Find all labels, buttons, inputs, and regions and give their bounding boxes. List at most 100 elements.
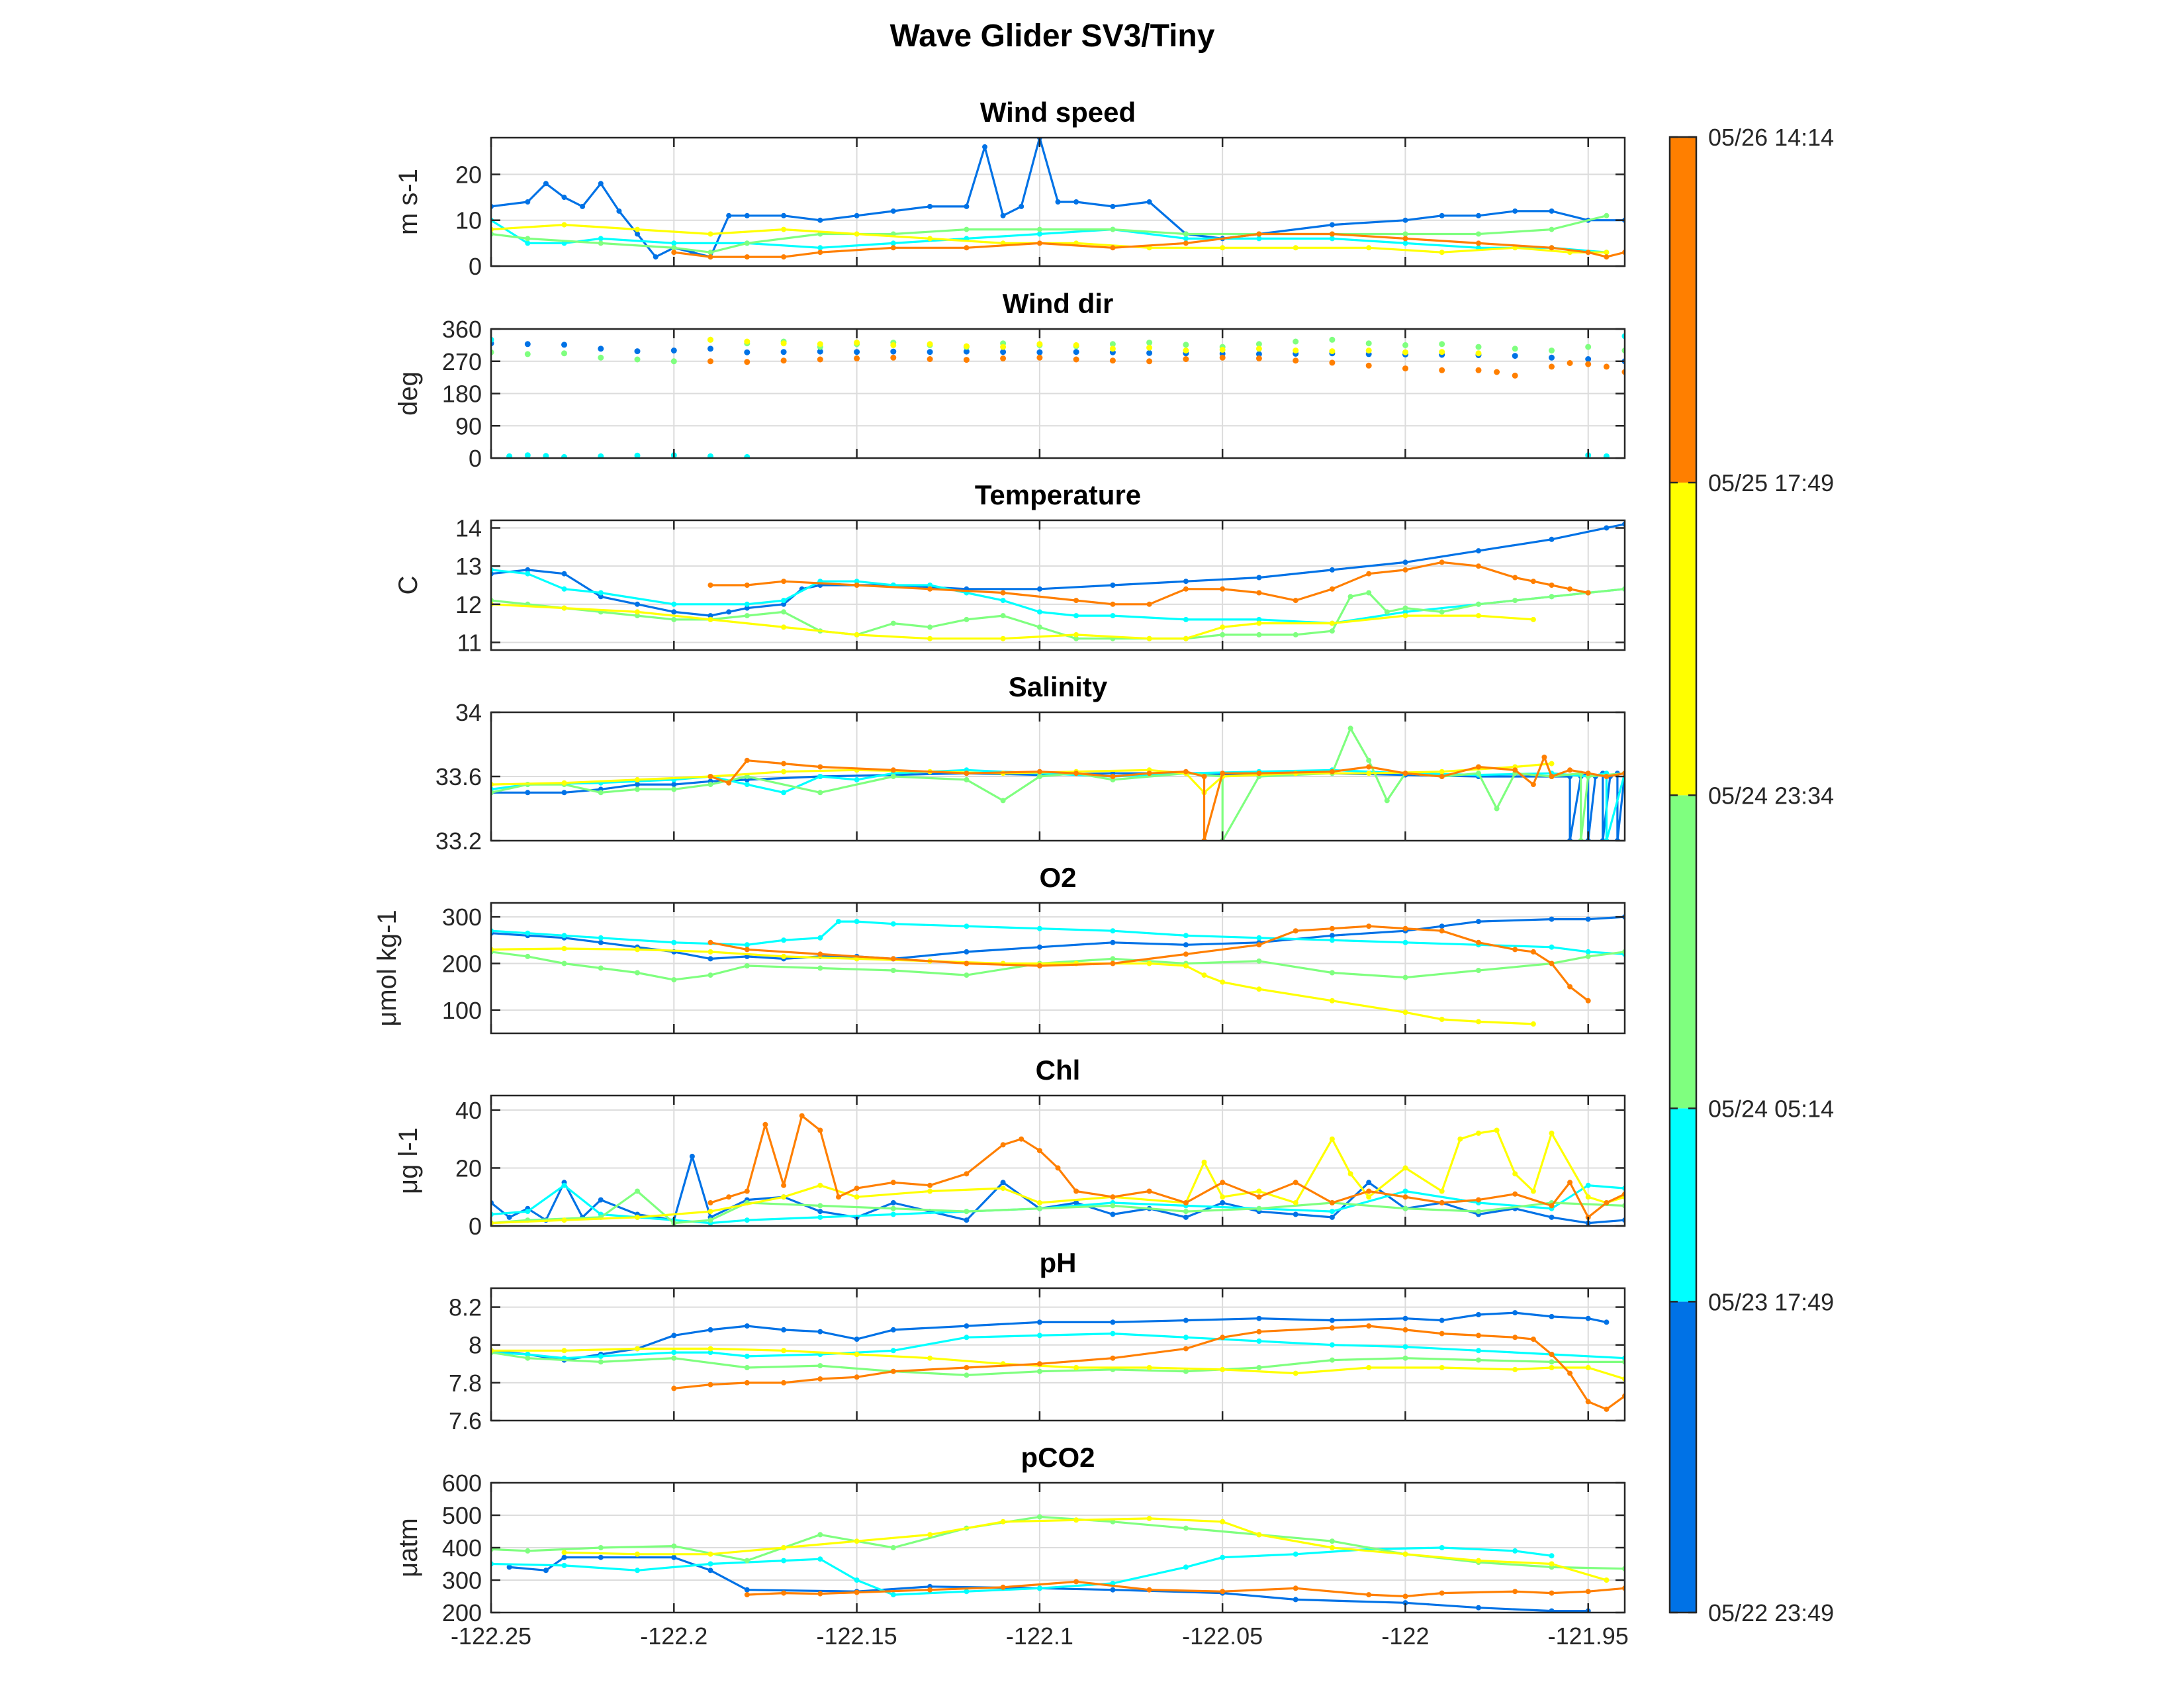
data-point bbox=[707, 972, 713, 978]
colorbar: 05/22 23:49 05/23 17:49 05/24 05:14 05/24 2… bbox=[1668, 124, 1834, 1626]
data-point bbox=[1549, 1359, 1555, 1365]
data-point bbox=[707, 1561, 713, 1567]
data-point bbox=[1183, 342, 1189, 348]
y-tick-label: 180 bbox=[442, 381, 482, 408]
data-point bbox=[890, 342, 897, 348]
data-point bbox=[1183, 1346, 1189, 1352]
data-point bbox=[707, 1200, 713, 1205]
data-point bbox=[744, 963, 750, 968]
data-point bbox=[1366, 1365, 1372, 1370]
data-point bbox=[598, 1353, 604, 1359]
data-point bbox=[1220, 1194, 1226, 1200]
data-point bbox=[1109, 341, 1116, 348]
data-point bbox=[598, 939, 604, 945]
data-point bbox=[1256, 771, 1262, 776]
data-point bbox=[1512, 767, 1518, 773]
data-point bbox=[1109, 357, 1116, 364]
data-point bbox=[781, 1558, 787, 1564]
data-point bbox=[1293, 928, 1298, 934]
data-point bbox=[1329, 937, 1335, 943]
data-point bbox=[890, 1180, 896, 1186]
data-point bbox=[707, 774, 713, 779]
data-point bbox=[781, 953, 787, 959]
data-point bbox=[963, 357, 970, 363]
data-point bbox=[1183, 1564, 1189, 1570]
data-point bbox=[1000, 1519, 1006, 1524]
data-point bbox=[1146, 771, 1152, 776]
data-point bbox=[1073, 598, 1079, 604]
data-point bbox=[744, 240, 750, 246]
data-point bbox=[561, 350, 567, 357]
data-point bbox=[890, 968, 896, 973]
data-point bbox=[1476, 939, 1481, 945]
data-point bbox=[1055, 1165, 1061, 1171]
data-point bbox=[707, 583, 713, 588]
data-point bbox=[1036, 944, 1042, 950]
data-point bbox=[1000, 349, 1007, 355]
data-point bbox=[561, 222, 567, 228]
data-point bbox=[781, 609, 787, 615]
data-point bbox=[598, 590, 604, 596]
data-point bbox=[1329, 1200, 1335, 1205]
data-point bbox=[1549, 363, 1555, 370]
data-point bbox=[1494, 1127, 1500, 1133]
y-axis-label: μg l-1 bbox=[394, 1127, 423, 1194]
series-line bbox=[491, 920, 1625, 955]
data-point bbox=[1036, 231, 1042, 237]
data-point bbox=[781, 1194, 787, 1200]
data-point bbox=[525, 790, 531, 796]
data-point bbox=[781, 624, 787, 630]
data-point bbox=[726, 609, 732, 615]
data-point bbox=[1146, 350, 1153, 356]
data-point bbox=[744, 1217, 750, 1223]
data-point bbox=[1220, 624, 1226, 630]
data-point bbox=[1055, 199, 1061, 205]
data-point bbox=[1183, 348, 1189, 353]
data-point bbox=[854, 1538, 860, 1544]
data-point bbox=[927, 203, 933, 209]
data-point bbox=[1549, 1352, 1555, 1357]
data-point bbox=[1549, 226, 1555, 232]
data-point bbox=[506, 1564, 512, 1570]
data-point bbox=[890, 620, 896, 626]
y-tick-label: 8 bbox=[469, 1332, 482, 1359]
data-point bbox=[1146, 199, 1152, 205]
data-point bbox=[1073, 1517, 1079, 1523]
data-point bbox=[1585, 771, 1591, 776]
data-point bbox=[1146, 961, 1152, 966]
axes-background bbox=[491, 1288, 1625, 1421]
data-point bbox=[1585, 250, 1591, 256]
data-point bbox=[598, 1359, 604, 1365]
data-point bbox=[1604, 774, 1610, 779]
data-point bbox=[1604, 212, 1610, 218]
data-point bbox=[1019, 1136, 1024, 1142]
data-point bbox=[1494, 369, 1500, 375]
colorbar-label: 05/26 14:14 bbox=[1708, 124, 1834, 151]
data-point bbox=[1036, 1200, 1042, 1205]
data-point bbox=[1476, 771, 1481, 776]
data-point bbox=[927, 586, 933, 592]
data-point bbox=[1347, 1171, 1353, 1177]
panel-title: Salinity bbox=[1009, 671, 1108, 702]
data-point bbox=[964, 245, 970, 251]
data-point bbox=[1329, 348, 1336, 355]
data-point bbox=[1476, 231, 1481, 237]
data-point bbox=[1183, 942, 1189, 948]
data-point bbox=[561, 342, 567, 348]
data-point bbox=[963, 348, 970, 355]
x-tick-label: -122 bbox=[1381, 1622, 1429, 1650]
data-point bbox=[927, 341, 933, 348]
data-point bbox=[598, 1197, 604, 1203]
data-point bbox=[1293, 1180, 1298, 1186]
data-point bbox=[707, 939, 713, 945]
data-point bbox=[1549, 594, 1555, 600]
data-point bbox=[1329, 1136, 1335, 1142]
data-point bbox=[635, 776, 640, 782]
data-point bbox=[1603, 453, 1610, 458]
data-point bbox=[1110, 1211, 1116, 1217]
data-point bbox=[1439, 609, 1445, 615]
data-point bbox=[671, 782, 677, 788]
data-point bbox=[964, 949, 970, 955]
data-point bbox=[1256, 1338, 1262, 1344]
data-point bbox=[1073, 632, 1079, 637]
